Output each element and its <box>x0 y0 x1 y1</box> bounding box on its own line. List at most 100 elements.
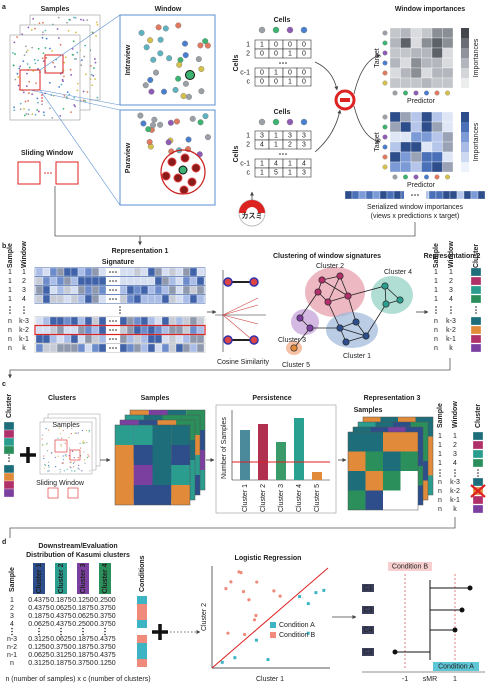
column-header: Sample <box>437 403 444 428</box>
signature-cell <box>189 276 198 286</box>
signature-cell <box>182 294 191 304</box>
signature-cell <box>154 334 163 344</box>
signature-cell <box>140 285 149 295</box>
graph-node <box>296 314 304 322</box>
connector <box>29 89 121 111</box>
connector <box>54 186 416 237</box>
cell <box>79 447 82 449</box>
cell-type <box>382 70 388 76</box>
row-label: n-1 <box>7 652 17 659</box>
importance-cell <box>410 131 422 143</box>
cell <box>55 466 57 468</box>
cell <box>28 108 30 111</box>
ellipsis-dot <box>115 298 117 300</box>
cell <box>175 75 182 82</box>
cell <box>41 57 44 60</box>
x-tick-label: Cluster 2 <box>260 484 267 512</box>
panel-heading: Distribution of Kasumi clusters <box>26 552 130 559</box>
cell <box>73 104 76 106</box>
cell <box>19 65 22 68</box>
importance-scale <box>461 162 469 172</box>
column-header: Window <box>21 241 28 268</box>
cell <box>28 92 30 95</box>
signature-cell <box>133 343 142 353</box>
row-label: 1 <box>434 296 438 303</box>
column-header: Sample <box>433 243 440 268</box>
cell <box>69 68 72 71</box>
cell <box>83 442 85 444</box>
cell <box>31 93 34 96</box>
cluster-swatch <box>3 488 15 498</box>
cell <box>137 112 144 119</box>
signature-node <box>249 277 259 287</box>
signature-cell <box>91 334 100 344</box>
serialized-cell <box>428 190 437 200</box>
ellipsis-dot <box>112 298 114 300</box>
matrix-value: 1 <box>274 142 278 149</box>
window-frame <box>47 487 59 499</box>
cluster-label: C3 <box>364 607 373 614</box>
legend-label: Condition A <box>279 622 315 629</box>
signature-cell <box>49 325 58 335</box>
sample-frame <box>114 424 191 506</box>
cell <box>88 455 90 457</box>
cell <box>60 437 63 439</box>
cell <box>30 29 33 31</box>
importance-cell <box>389 111 401 123</box>
cell <box>84 462 86 464</box>
panel-heading: Clustering of window signatures <box>273 253 381 260</box>
cell-type <box>424 90 429 96</box>
row-label: n <box>434 345 438 352</box>
importance-cell <box>410 27 422 39</box>
signature-cell <box>77 294 86 304</box>
matrix-cell <box>296 139 312 150</box>
signature-node <box>223 335 233 345</box>
ellipsis-dot <box>109 338 111 340</box>
sample-tile <box>152 465 172 485</box>
label-bg <box>388 562 432 571</box>
neighbour-cell <box>191 163 201 173</box>
thumbnail-text: Samples <box>52 422 80 429</box>
signature-cell <box>77 325 86 335</box>
cell <box>37 59 39 62</box>
plus-sign <box>20 447 36 463</box>
cell-type <box>382 124 388 130</box>
serialized-cell <box>365 190 374 200</box>
cell <box>34 62 37 65</box>
importance-cell <box>431 47 443 59</box>
ellipsis-dot <box>41 100 43 102</box>
signature-cell <box>84 285 93 295</box>
sample-tile <box>400 432 418 452</box>
sample-tile <box>115 465 134 485</box>
persistence-bar <box>294 418 304 480</box>
row-label: 3 <box>453 451 457 458</box>
signature-cell <box>49 334 58 344</box>
cluster-header-swatch <box>55 563 67 594</box>
sample-tile <box>383 432 401 452</box>
matrix-value: 1 <box>274 133 278 140</box>
signature-cell <box>49 294 58 304</box>
sample-tile <box>133 445 153 465</box>
table-value: 0.4375 <box>50 613 72 620</box>
column-header: Cluster <box>475 404 482 428</box>
cell <box>43 455 45 457</box>
row-label: c <box>247 78 251 85</box>
sample-tile <box>400 490 418 510</box>
importance-cell <box>410 77 422 89</box>
cell <box>47 464 50 467</box>
ellipsis-dot <box>44 172 46 174</box>
ellipsis-dot <box>60 627 62 630</box>
matrix-value: 1 <box>288 79 292 86</box>
importance-scale <box>461 38 469 48</box>
cell <box>14 53 16 55</box>
cell <box>182 40 189 47</box>
cell <box>49 47 51 50</box>
panel-heading: Sliding Window <box>21 150 74 157</box>
cell <box>173 118 180 125</box>
cell <box>62 458 65 461</box>
cell <box>23 108 25 110</box>
effect-point <box>467 585 473 591</box>
sample-point <box>226 631 230 635</box>
cluster-region <box>291 309 319 335</box>
graph-node <box>336 272 344 280</box>
